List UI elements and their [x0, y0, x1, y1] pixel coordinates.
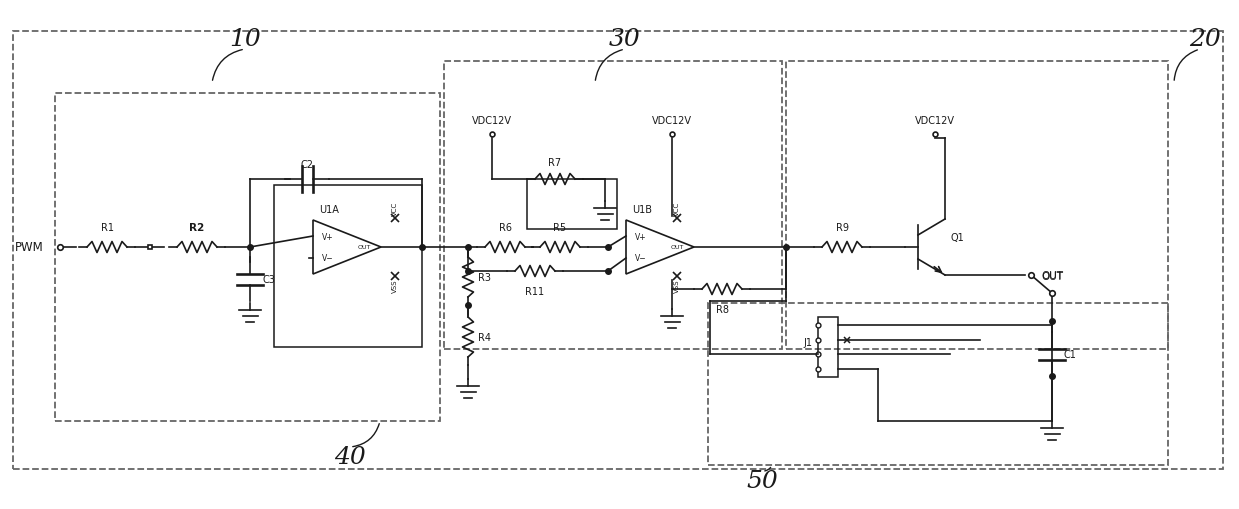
Text: PWM: PWM	[15, 241, 43, 254]
Text: 20: 20	[1189, 29, 1220, 51]
Bar	[527, 180, 617, 230]
Bar	[818, 318, 838, 377]
Text: OUT: OUT	[358, 245, 370, 250]
Text: R9: R9	[835, 222, 849, 233]
Text: Q1: Q1	[950, 233, 964, 242]
Text: VDC12V: VDC12V	[652, 116, 693, 126]
Text: OUT: OUT	[1041, 270, 1063, 280]
Text: V−: V−	[636, 254, 647, 263]
Text: C3: C3	[261, 274, 275, 285]
Text: J1: J1	[803, 337, 812, 347]
Bar	[707, 303, 1168, 465]
Text: 30: 30	[610, 29, 641, 51]
Text: C1: C1	[1064, 349, 1077, 359]
Text: R6: R6	[498, 222, 512, 233]
Text: R7: R7	[549, 158, 561, 167]
Bar	[444, 62, 782, 349]
Text: VCC: VCC	[392, 202, 398, 216]
Bar	[274, 186, 422, 347]
Text: VCC: VCC	[674, 202, 680, 216]
Text: R2: R2	[190, 222, 204, 233]
Text: U1B: U1B	[632, 205, 652, 215]
Text: C2: C2	[301, 160, 313, 169]
Text: V+: V+	[322, 232, 333, 241]
Text: OUT: OUT	[1041, 271, 1063, 281]
Text: VDC12V: VDC12V	[914, 116, 955, 126]
Text: 10: 10	[229, 29, 261, 51]
Bar	[55, 94, 440, 421]
Text: VSS: VSS	[674, 279, 680, 293]
Text: R11: R11	[525, 287, 545, 296]
Text: U1A: U1A	[318, 205, 339, 215]
Text: R8: R8	[715, 304, 729, 315]
Text: R4: R4	[478, 332, 491, 343]
Bar	[786, 62, 1168, 349]
Text: R1: R1	[100, 222, 114, 233]
Text: R3: R3	[478, 272, 491, 282]
Bar	[12, 32, 1223, 469]
Text: V+: V+	[636, 232, 647, 241]
Text: VSS: VSS	[392, 279, 398, 293]
Text: 50: 50	[746, 470, 778, 493]
Text: OUT: OUT	[670, 245, 684, 250]
Text: V−: V−	[322, 254, 333, 263]
Text: R5: R5	[554, 222, 566, 233]
Text: 40: 40	[335, 445, 366, 469]
Text: VDC12V: VDC12V	[472, 116, 512, 126]
